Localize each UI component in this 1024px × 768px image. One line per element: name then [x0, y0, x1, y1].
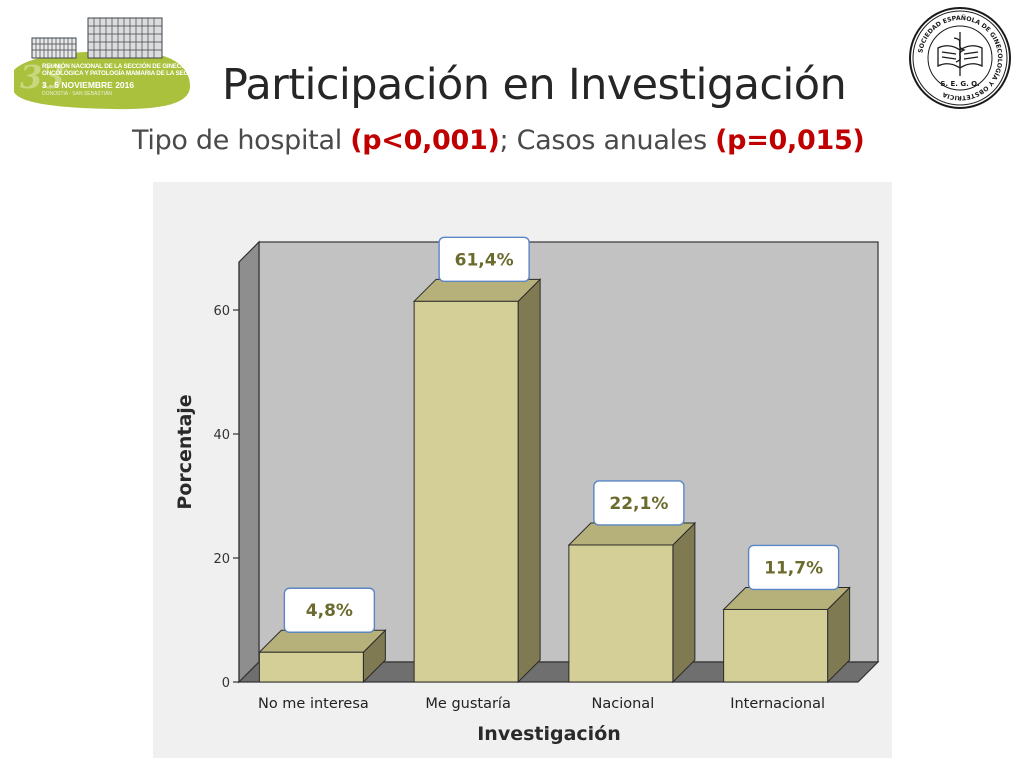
bar-3: [723, 608, 829, 683]
bar-top-0: [258, 629, 387, 653]
bar-0: [258, 651, 364, 683]
chart-axes-layer: 0 20 40 60: [213, 262, 240, 691]
bar-top-2: [567, 522, 697, 546]
bar-top-3: [722, 586, 851, 610]
data-label-box-2: [593, 480, 685, 526]
subtitle-p-value-1: (p<0,001): [350, 125, 500, 156]
conference-logo: 33 REUNIÓN NACIONAL DE LA SECCIÓN DE GIN…: [12, 12, 205, 112]
bar-side-1: [517, 278, 541, 684]
y-tick-label-0: 0: [222, 676, 230, 691]
data-label-box-3: [747, 544, 840, 591]
conference-dates: 3 - 5 NOVIEMBRE 2016: [42, 80, 135, 90]
subtitle-hospital-type: Tipo de hospital: [132, 125, 351, 156]
sego-seal: SOCIEDAD ESPAÑOLA DE GINECOLOGÍA Y OBSTE…: [908, 6, 1012, 110]
seal-bottom-text: S. E. G. O.: [940, 80, 979, 88]
chart-panel: 0 20 40 60 No me interesa 4,8% Me gustaría 61,…: [153, 182, 892, 758]
data-label-2: 22,1%: [609, 494, 668, 514]
chart-labels-layer: No me interesa 4,8% Me gustaría 61,4% Nacion…: [258, 236, 840, 712]
x-category-label-1: Me gustaría: [425, 696, 510, 712]
slide-subtitle: Tipo de hospital (p<0,001); Casos anuale…: [132, 125, 865, 156]
conference-line-1: REUNIÓN NACIONAL DE LA SECCIÓN DE GINECO…: [42, 63, 205, 70]
chart-bars-layer: [258, 278, 851, 684]
plot-left-wall: [238, 240, 260, 684]
conference-line-2: ONCOLÓGICA Y PATOLOGÍA MAMARIA DE LA SEG…: [42, 70, 193, 77]
seal-graphic: SOCIEDAD ESPAÑOLA DE GINECOLOGÍA Y OBSTE…: [909, 7, 1011, 109]
x-category-label-0: No me interesa: [258, 696, 369, 712]
bar-1: [413, 300, 519, 683]
y-tick-label-60: 60: [213, 304, 230, 319]
conference-number: 33: [20, 58, 65, 96]
x-axis-title: Investigación: [477, 723, 621, 745]
bar-2: [568, 544, 674, 683]
x-category-label-2: Nacional: [592, 696, 655, 712]
y-tick-label-40: 40: [213, 428, 230, 443]
conference-logo-graphic: [14, 17, 190, 110]
bar-top-1: [412, 278, 542, 302]
bar-side-2: [672, 521, 696, 684]
data-label-box-1: [438, 236, 530, 283]
slide-title: Participación en Investigación: [222, 60, 847, 110]
subtitle-annual-cases: ; Casos anuales: [499, 125, 716, 156]
x-category-label-3: Internacional: [730, 696, 825, 712]
y-axis-title: Porcentaje: [174, 394, 196, 509]
data-label-1: 61,4%: [455, 250, 514, 270]
data-label-0: 4,8%: [306, 601, 353, 621]
conference-city: DONOSTIA · SAN SEBASTIÁN: [42, 91, 113, 97]
subtitle-p-value-2: (p=0,015): [715, 125, 865, 156]
data-label-box-0: [283, 587, 376, 633]
bar-chart: 0 20 40 60 No me interesa 4,8% Me gustaría 61,…: [174, 236, 880, 745]
data-label-3: 11,7%: [764, 558, 823, 578]
y-tick-label-20: 20: [213, 552, 230, 567]
